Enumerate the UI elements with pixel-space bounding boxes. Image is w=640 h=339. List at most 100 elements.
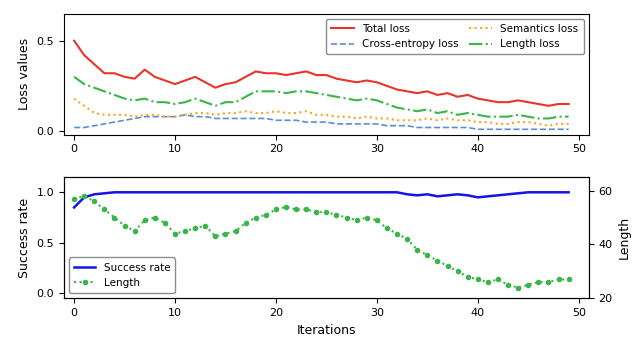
Total loss (171, 82, 179, 86)
Cross-entropy loss (494, 127, 502, 131)
Cross-entropy loss (292, 118, 300, 122)
X-axis label: Iterations: Iterations (297, 324, 356, 337)
Semantics loss (221, 111, 229, 115)
Semantics loss (131, 115, 138, 119)
Semantics loss (454, 118, 461, 122)
Length (171, 232, 179, 236)
Cross-entropy loss (393, 124, 401, 128)
Length (272, 207, 280, 212)
Length (111, 216, 118, 220)
Length (302, 207, 310, 212)
Semantics loss (393, 118, 401, 122)
Total loss (393, 87, 401, 92)
Length loss (515, 113, 522, 117)
Length (282, 205, 290, 209)
Length (383, 226, 391, 230)
Success rate (272, 190, 280, 194)
Success rate (524, 190, 532, 194)
Cross-entropy loss (484, 127, 492, 131)
Cross-entropy loss (252, 116, 260, 120)
Length (212, 234, 220, 238)
Semantics loss (403, 118, 411, 122)
Length loss (464, 111, 472, 115)
Success rate (171, 190, 179, 194)
Length (100, 207, 108, 212)
Total loss (353, 80, 360, 84)
Length (151, 216, 159, 220)
Semantics loss (504, 122, 512, 126)
Cross-entropy loss (504, 127, 512, 131)
Success rate (242, 190, 250, 194)
Semantics loss (433, 118, 441, 122)
Length loss (444, 109, 451, 113)
Semantics loss (191, 111, 199, 115)
Total loss (312, 73, 320, 77)
Length loss (292, 89, 300, 93)
Semantics loss (212, 113, 220, 117)
Length (545, 280, 552, 284)
Length (444, 264, 451, 268)
Total loss (555, 102, 563, 106)
Cross-entropy loss (474, 127, 482, 131)
Total loss (494, 100, 502, 104)
Length loss (232, 100, 239, 104)
Length (464, 275, 472, 279)
Total loss (221, 82, 229, 86)
Success rate (383, 190, 391, 194)
Length loss (494, 115, 502, 119)
Semantics loss (312, 113, 320, 117)
Length loss (272, 89, 280, 93)
Semantics loss (484, 120, 492, 124)
Cross-entropy loss (454, 125, 461, 129)
Cross-entropy loss (444, 125, 451, 129)
Cross-entropy loss (262, 116, 269, 120)
Cross-entropy loss (272, 118, 280, 122)
Total loss (111, 71, 118, 75)
Total loss (70, 39, 78, 43)
Semantics loss (181, 113, 189, 117)
Cross-entropy loss (70, 125, 78, 129)
Length loss (111, 93, 118, 97)
Semantics loss (252, 111, 260, 115)
Length loss (161, 100, 169, 104)
Success rate (262, 190, 269, 194)
Semantics loss (524, 120, 532, 124)
Success rate (202, 190, 209, 194)
Total loss (444, 91, 451, 95)
Length loss (121, 97, 129, 101)
Length loss (282, 91, 290, 95)
Length loss (100, 89, 108, 93)
Length loss (373, 98, 381, 102)
Success rate (515, 191, 522, 195)
Length loss (555, 115, 563, 119)
Semantics loss (494, 122, 502, 126)
Total loss (424, 89, 431, 93)
Cross-entropy loss (424, 125, 431, 129)
Total loss (141, 67, 148, 72)
Success rate (444, 193, 451, 197)
Semantics loss (171, 115, 179, 119)
Success rate (393, 190, 401, 194)
Cross-entropy loss (373, 122, 381, 126)
Semantics loss (292, 111, 300, 115)
Length loss (302, 89, 310, 93)
Length (181, 229, 189, 233)
Length (242, 221, 250, 225)
Semantics loss (363, 115, 371, 119)
Cross-entropy loss (151, 115, 159, 119)
Y-axis label: Success rate: Success rate (18, 198, 31, 278)
Total loss (454, 95, 461, 99)
Success rate (564, 190, 572, 194)
Length loss (333, 95, 340, 99)
Length loss (70, 75, 78, 79)
Length (515, 285, 522, 290)
Total loss (252, 69, 260, 74)
Success rate (373, 190, 381, 194)
Semantics loss (383, 116, 391, 120)
Total loss (181, 78, 189, 82)
Cross-entropy loss (81, 125, 88, 129)
Semantics loss (545, 124, 552, 128)
Y-axis label: Loss values: Loss values (18, 38, 31, 110)
Length (413, 248, 421, 252)
Success rate (403, 192, 411, 196)
